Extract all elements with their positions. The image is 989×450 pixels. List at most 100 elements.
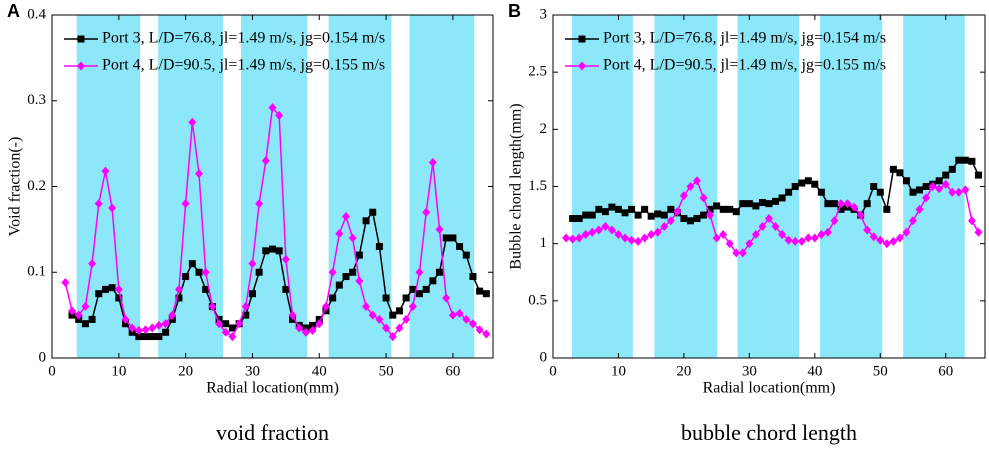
- marker: [693, 215, 701, 223]
- marker: [362, 302, 371, 312]
- marker: [902, 227, 911, 237]
- marker: [475, 325, 484, 335]
- marker: [843, 199, 852, 209]
- marker: [476, 287, 484, 295]
- marker: [765, 200, 773, 208]
- y-tick-label: 1.5: [528, 178, 547, 194]
- marker: [640, 233, 649, 243]
- x-tick-label: 20: [676, 363, 691, 379]
- plot-frame: [552, 14, 986, 359]
- marker: [174, 284, 183, 294]
- marker: [108, 284, 116, 292]
- marker: [647, 212, 655, 220]
- marker: [601, 222, 610, 232]
- marker: [575, 233, 584, 243]
- marker: [161, 319, 170, 329]
- legend-marker: [578, 35, 586, 43]
- panel: 0 10 20 30 40 50 60 0 0.1 0.2 0.3 0.4 Port 3, L/D=76…: [7, 1, 494, 445]
- marker: [654, 210, 662, 218]
- marker: [81, 302, 90, 312]
- x-tick-label: 40: [807, 363, 822, 379]
- marker: [607, 225, 616, 235]
- marker: [101, 285, 109, 293]
- marker: [935, 177, 943, 185]
- legend-label: Port 4, L/D=90.5, jl=1.49 m/s, jg=0.155 …: [102, 57, 385, 74]
- marker: [667, 205, 675, 213]
- panel-label: A: [7, 1, 20, 21]
- x-tick-label: 0: [549, 363, 557, 379]
- marker: [784, 235, 793, 245]
- marker: [732, 248, 741, 258]
- marker: [74, 310, 83, 320]
- marker: [88, 315, 96, 323]
- marker: [268, 103, 277, 113]
- marker: [660, 211, 668, 219]
- shaded-region: [654, 15, 718, 358]
- marker: [275, 247, 283, 255]
- marker: [791, 183, 799, 190]
- y-tick-label: 1: [540, 235, 548, 251]
- legend-label: Port 3, L/D=76.8, jl=1.49 m/s, jg=0.154 …: [102, 30, 385, 47]
- marker: [810, 233, 819, 243]
- marker: [961, 156, 969, 164]
- marker: [235, 319, 244, 329]
- marker: [135, 333, 143, 341]
- x-tick-label: 20: [178, 363, 193, 379]
- marker: [896, 169, 904, 177]
- marker: [817, 230, 826, 240]
- marker: [88, 259, 97, 269]
- marker: [248, 259, 257, 269]
- marker: [61, 278, 70, 288]
- marker: [627, 235, 636, 245]
- marker: [335, 281, 343, 289]
- marker: [902, 177, 910, 185]
- marker: [863, 200, 871, 208]
- marker: [700, 211, 708, 219]
- x-tick-label: 10: [111, 363, 126, 379]
- marker: [817, 188, 825, 196]
- marker: [282, 285, 290, 293]
- marker: [141, 325, 150, 335]
- marker: [436, 268, 444, 276]
- marker: [409, 285, 417, 293]
- marker: [429, 277, 437, 285]
- marker: [195, 169, 203, 179]
- marker: [883, 205, 891, 213]
- marker: [255, 199, 264, 209]
- marker: [248, 290, 256, 298]
- marker: [974, 227, 983, 237]
- marker: [699, 193, 708, 203]
- marker: [114, 284, 123, 294]
- marker: [182, 273, 190, 281]
- marker: [462, 251, 470, 259]
- marker: [594, 225, 603, 235]
- marker: [369, 208, 377, 216]
- marker: [673, 207, 682, 217]
- marker: [581, 230, 590, 240]
- shaded-region: [571, 15, 633, 358]
- marker: [202, 285, 210, 293]
- marker: [706, 210, 715, 220]
- y-axis-label: Bubble chord length(mm): [508, 103, 525, 269]
- marker: [101, 166, 110, 176]
- marker: [448, 310, 457, 320]
- marker: [208, 302, 217, 312]
- marker: [308, 326, 317, 336]
- marker: [269, 245, 276, 253]
- marker: [255, 268, 263, 276]
- marker: [569, 215, 577, 223]
- marker: [222, 320, 230, 328]
- marker: [785, 188, 793, 196]
- marker: [395, 307, 403, 315]
- x-tick-label: 30: [742, 363, 757, 379]
- shaded-region: [158, 15, 224, 358]
- marker: [909, 188, 917, 196]
- marker: [647, 230, 656, 240]
- x-axis-label: Radial location(mm): [206, 380, 339, 397]
- marker: [666, 216, 675, 226]
- caption: bubble chord length: [681, 420, 857, 445]
- marker: [154, 320, 163, 330]
- marker: [922, 183, 930, 190]
- marker: [342, 273, 350, 281]
- marker: [562, 233, 571, 243]
